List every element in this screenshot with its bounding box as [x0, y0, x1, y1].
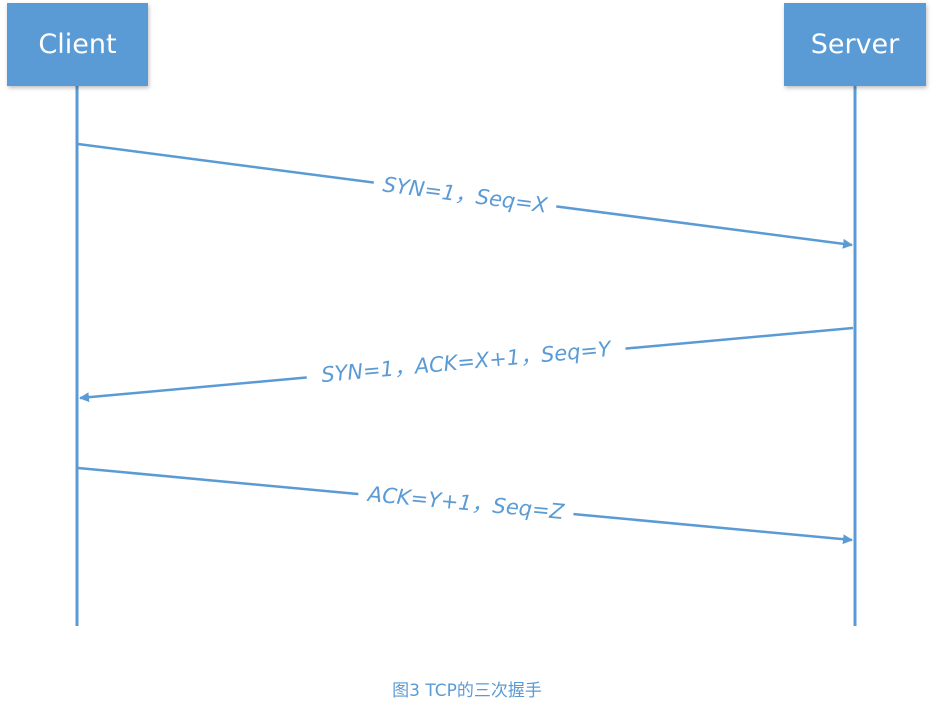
server-label: Server [810, 29, 900, 60]
client-participant-box: Client [7, 3, 148, 86]
message-label-bg [357, 478, 575, 528]
client-label: Client [38, 29, 117, 60]
message-label-bg [371, 168, 559, 222]
figure-caption: 图3 TCP的三次握手 [392, 681, 542, 701]
message-label-bg [305, 332, 627, 392]
message-label-syn: SYN=1，Seq=X [381, 172, 549, 217]
message-label-syn-ack: SYN=1，ACK=X+1，Seq=Y [320, 337, 614, 387]
server-participant-box: Server [784, 3, 926, 86]
